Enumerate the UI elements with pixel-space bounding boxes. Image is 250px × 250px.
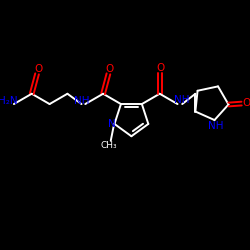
Text: H₂N: H₂N <box>0 96 18 106</box>
Text: O: O <box>156 64 165 74</box>
Text: NH: NH <box>208 121 223 131</box>
Text: CH₃: CH₃ <box>100 141 117 150</box>
Text: O: O <box>242 98 250 108</box>
Text: O: O <box>105 64 114 74</box>
Text: NH: NH <box>74 96 89 106</box>
Text: N: N <box>108 119 116 129</box>
Text: O: O <box>34 64 42 74</box>
Text: NH: NH <box>174 95 190 105</box>
